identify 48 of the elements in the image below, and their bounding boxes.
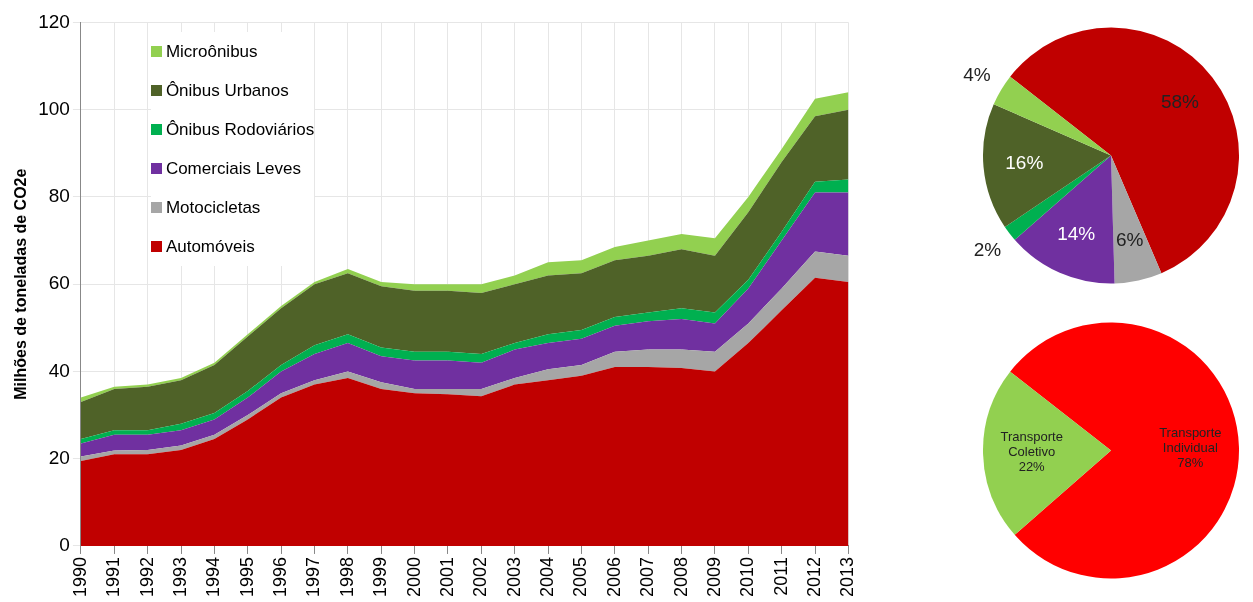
data-label: 6% [1115,228,1144,250]
legend-label: Ônibus Rodoviários [165,119,315,140]
slice-label: Transporte Individual [1159,424,1222,455]
legend-label: Ônibus Urbanos [165,80,289,101]
x-tick-label: 1991 [103,556,124,597]
y-tick-label: 60 [48,272,70,294]
y-axis-title: Milhões de toneladas de CO2e [12,168,30,400]
x-tick-label: 2011 [770,556,791,596]
x-tick-label: 2012 [804,556,824,597]
legend-label: Comerciais Leves [165,158,301,179]
x-tick-label: 2002 [470,556,491,597]
x-tick-label: 2013 [837,556,858,597]
data-label: 4% [963,63,991,85]
x-tick-label: 1999 [370,556,391,597]
x-tick-label: 1992 [136,556,157,597]
legend-label: Automóveis [165,236,255,257]
x-tick-label: 2010 [737,556,758,597]
x-tick-label: 2004 [537,556,558,597]
data-label: 2% [973,238,1002,260]
x-tick-label: 1990 [69,556,90,597]
data-label: 14% [1057,223,1096,245]
x-tick-label: 1993 [169,556,190,597]
x-tick-label: 2009 [703,556,724,597]
x-tick-label: 2000 [403,556,424,597]
x-tick-label: 1994 [203,556,224,597]
x-tick-label: 2007 [637,556,658,597]
slice-label: Transporte Coletivo [1000,429,1063,460]
x-tick-label: 2006 [603,556,624,597]
y-tick-label: 40 [48,359,70,381]
x-tick-label: 2003 [503,556,524,597]
y-tick-label: 100 [38,97,70,119]
x-tick-label: 2001 [436,556,457,597]
legend-label: Microônibus [165,41,258,62]
data-label: 58% [1160,90,1200,112]
y-tick-label: 80 [48,185,70,207]
y-tick-label: 20 [48,446,70,468]
data-label: 22% [1018,459,1046,475]
x-tick-label: 1998 [336,556,357,597]
x-tick-label: 2008 [670,556,691,597]
y-tick-label: 0 [59,534,70,556]
x-tick-label: 1995 [236,556,257,597]
x-tick-label: 2005 [570,556,591,597]
y-tick-label: 120 [38,10,70,32]
legend-label: Motocicletas [165,197,261,218]
data-label: 16% [1005,151,1044,173]
data-label: 78% [1177,454,1204,470]
x-tick-label: 1996 [270,556,291,597]
x-tick-label: 1997 [303,556,324,597]
